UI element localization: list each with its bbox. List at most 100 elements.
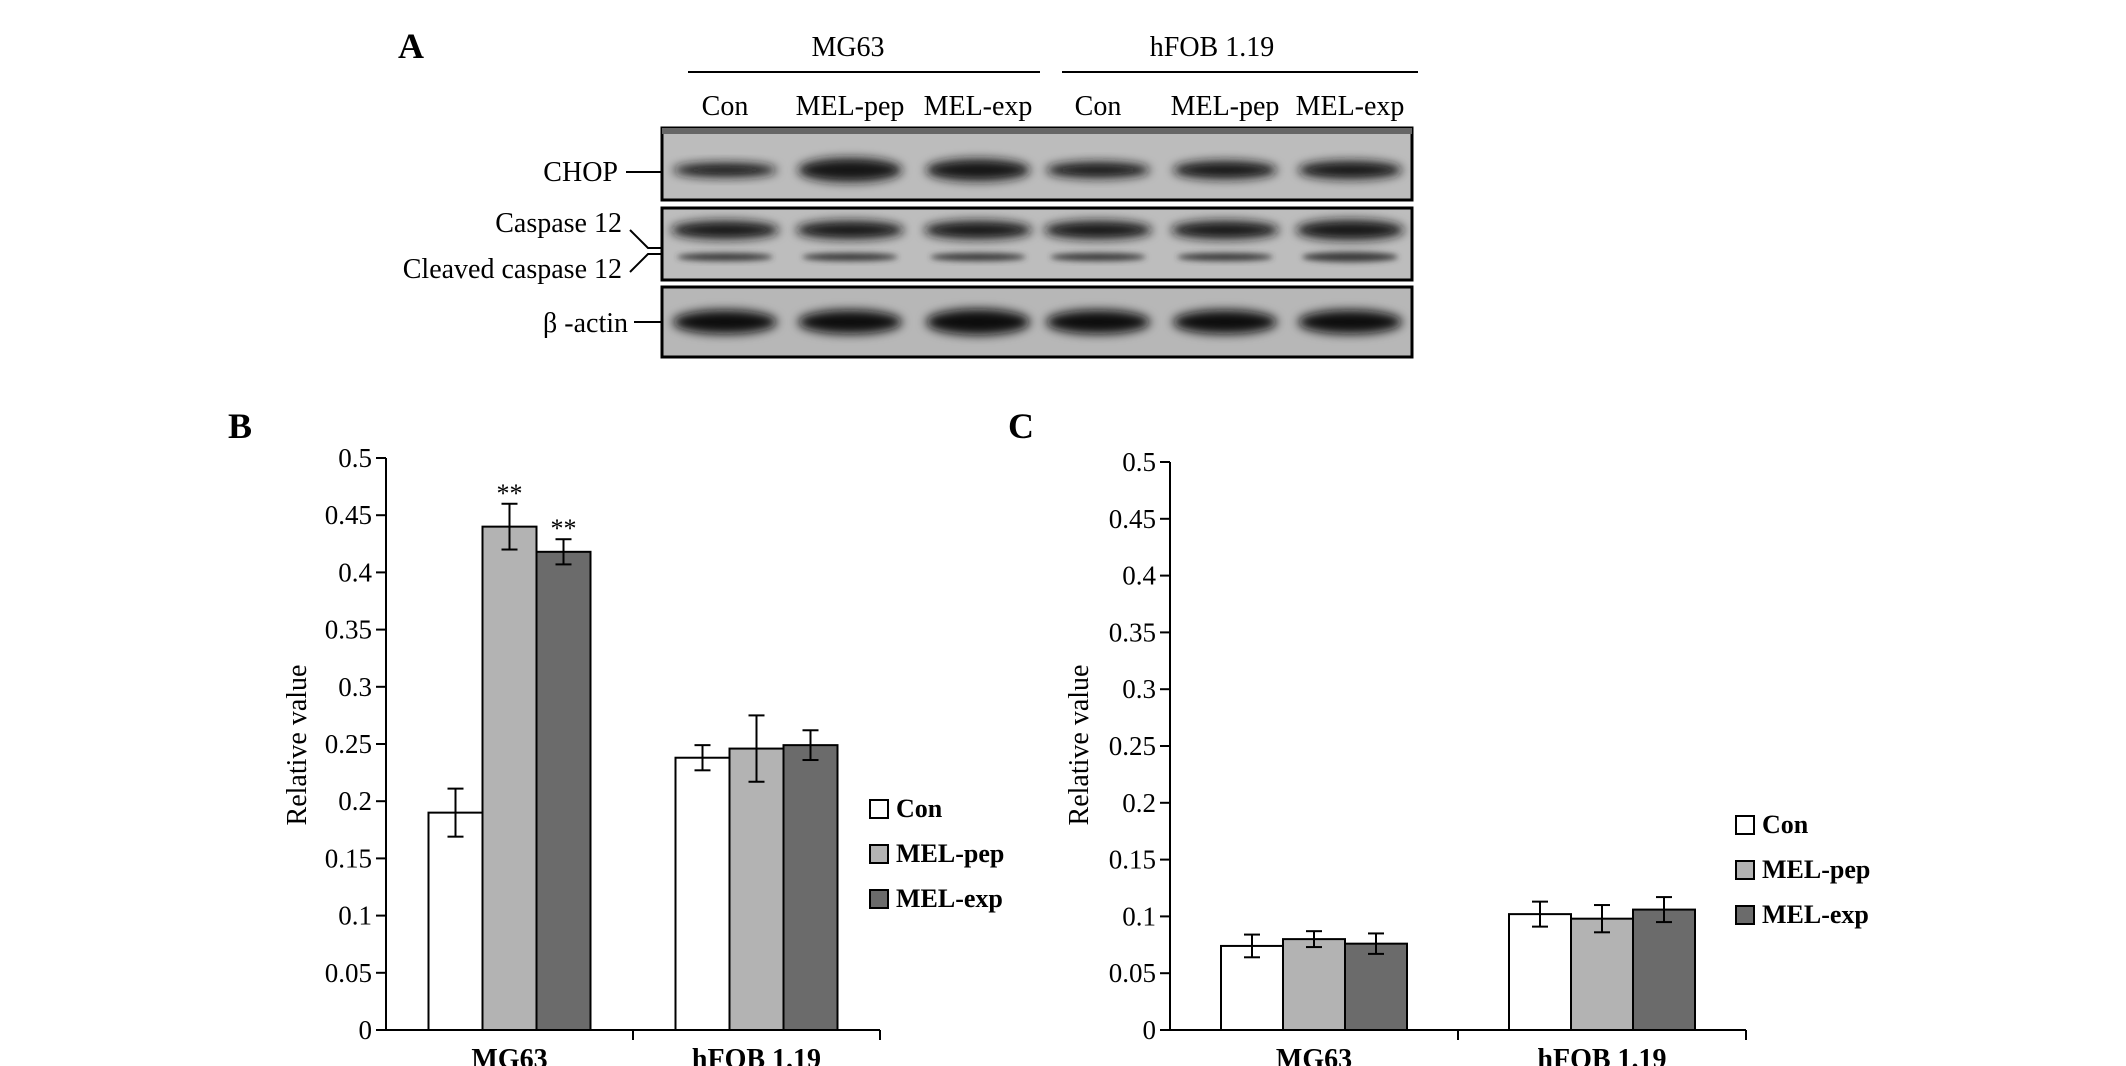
error-bar bbox=[1532, 900, 1548, 928]
error-bar bbox=[1368, 932, 1384, 955]
chart-c: C Relative value 0 0.05 0.1 0.15 0.2 0.25 0.3 0… bbox=[1008, 406, 1870, 1066]
bar bbox=[1632, 908, 1696, 1031]
chart-c-legend: Con MEL-pep MEL-exp bbox=[1735, 810, 1870, 929]
blot-band bbox=[673, 163, 777, 177]
y-tick-label: 0.4 bbox=[1122, 561, 1156, 591]
blot-band bbox=[671, 221, 779, 239]
x-category-label: hFOB 1.19 bbox=[692, 1044, 821, 1066]
legend-label: Con bbox=[896, 794, 943, 823]
legend-swatch bbox=[869, 844, 889, 864]
blot-band bbox=[1050, 253, 1146, 261]
y-tick-label: 0.25 bbox=[1109, 731, 1156, 761]
blot-band bbox=[1046, 310, 1150, 334]
chart-b-y-axis-title: Relative value bbox=[282, 665, 313, 826]
blot-band bbox=[798, 158, 902, 182]
error-bar bbox=[447, 787, 464, 838]
band-pointer-caspase12 bbox=[629, 229, 662, 249]
blot-band bbox=[1173, 161, 1277, 179]
x-category-label: MG63 bbox=[471, 1044, 547, 1066]
bar bbox=[1570, 917, 1634, 1031]
chop-bands bbox=[673, 158, 1402, 182]
blot-strip-caspase bbox=[660, 206, 1414, 282]
blot-band bbox=[926, 309, 1030, 335]
blot-band bbox=[1302, 252, 1398, 262]
chart-b-legend: Con MEL-pep MEL-exp bbox=[869, 794, 1004, 913]
legend-label: Con bbox=[1762, 810, 1809, 839]
x-category-label: MG63 bbox=[1276, 1044, 1352, 1066]
blot-strip-actin bbox=[660, 285, 1414, 359]
blot-band bbox=[796, 221, 904, 239]
lane-label: MEL-exp bbox=[1296, 91, 1405, 122]
blot-band bbox=[1173, 310, 1277, 334]
lane-label: MEL-exp bbox=[924, 91, 1033, 122]
y-tick-label: 0.45 bbox=[325, 500, 372, 530]
error-bar bbox=[802, 729, 819, 762]
y-tick-label: 0.4 bbox=[338, 557, 372, 587]
y-tick-label: 0.05 bbox=[1109, 958, 1156, 988]
blot-band bbox=[1296, 220, 1404, 240]
lane-label: Con bbox=[702, 91, 749, 122]
y-tick-label: 0 bbox=[1143, 1015, 1157, 1045]
y-tick-label: 0.3 bbox=[1122, 674, 1156, 704]
legend-label: MEL-exp bbox=[896, 884, 1003, 913]
y-tick-label: 0.15 bbox=[1109, 845, 1156, 875]
lane-label: MEL-pep bbox=[1171, 91, 1280, 122]
chart-b-annotations: ** ** bbox=[497, 479, 577, 543]
legend-swatch bbox=[869, 799, 889, 819]
lane-labels: Con MEL-pep MEL-exp Con MEL-pep MEL-exp bbox=[702, 91, 1405, 122]
y-tick-label: 0 bbox=[359, 1015, 373, 1045]
bar bbox=[674, 756, 731, 1032]
legend-swatch bbox=[1735, 815, 1755, 835]
y-tick-label: 0.35 bbox=[1109, 617, 1156, 647]
y-tick-label: 0.05 bbox=[325, 958, 372, 988]
y-tick-label: 0.45 bbox=[1109, 504, 1156, 534]
bar bbox=[1508, 913, 1572, 1031]
y-tick-label: 0.5 bbox=[1122, 447, 1156, 477]
cell-line-label-hfob: hFOB 1.19 bbox=[1150, 32, 1274, 63]
error-bar bbox=[555, 538, 572, 566]
bar bbox=[1220, 944, 1284, 1031]
blot-band bbox=[1298, 310, 1402, 334]
blot-band bbox=[930, 253, 1026, 261]
blot-band bbox=[677, 253, 773, 261]
actin-bands bbox=[673, 309, 1402, 335]
error-bar bbox=[748, 714, 765, 783]
blot-band bbox=[1044, 221, 1152, 239]
cleaved-caspase-bands bbox=[677, 252, 1398, 262]
legend-label: MEL-exp bbox=[1762, 900, 1869, 929]
band-label-caspase12: Caspase 12 bbox=[495, 208, 622, 239]
chart-c-bars bbox=[1220, 908, 1696, 1031]
error-bar bbox=[1306, 930, 1322, 949]
band-label-cleaved-caspase12: Cleaved caspase 12 bbox=[403, 254, 622, 285]
bar bbox=[782, 744, 839, 1031]
chart-b-error-bars bbox=[447, 502, 819, 838]
y-tick-label: 0.35 bbox=[325, 615, 372, 645]
bar bbox=[1344, 942, 1408, 1031]
band-label-chop: CHOP bbox=[543, 157, 618, 188]
cell-line-label-mg63: MG63 bbox=[811, 32, 884, 63]
chart-b-bars bbox=[427, 525, 839, 1032]
panel-letter-b: B bbox=[228, 406, 252, 446]
panel-a-western-blot: A MG63 hFOB 1.19 Con MEL-pep MEL-exp Con MEL… bbox=[398, 26, 1418, 359]
significance-marker: ** bbox=[551, 514, 577, 543]
y-tick-label: 0.2 bbox=[338, 786, 372, 816]
blot-band bbox=[673, 310, 777, 334]
y-tick-label: 0.3 bbox=[338, 672, 372, 702]
blot-band bbox=[924, 221, 1032, 239]
error-bar bbox=[1594, 904, 1610, 934]
band-pointer-cleaved bbox=[629, 253, 662, 273]
legend-label: MEL-pep bbox=[1762, 855, 1870, 884]
band-label-actin: β -actin bbox=[543, 308, 628, 339]
blot-band bbox=[802, 253, 898, 261]
blot-band bbox=[1177, 253, 1273, 261]
error-bar bbox=[1656, 896, 1672, 924]
chart-b: B Relative value 0 0.05 0.1 0.15 0.2 0.25 0.3 0… bbox=[228, 406, 1004, 1066]
y-tick-label: 0.1 bbox=[1122, 901, 1156, 931]
y-tick-label: 0.25 bbox=[325, 729, 372, 759]
y-tick-label: 0.1 bbox=[338, 901, 372, 931]
blot-band bbox=[798, 310, 902, 334]
panel-letter-c: C bbox=[1008, 406, 1034, 446]
y-tick-label: 0.15 bbox=[325, 843, 372, 873]
blot-strip-chop bbox=[660, 126, 1414, 202]
